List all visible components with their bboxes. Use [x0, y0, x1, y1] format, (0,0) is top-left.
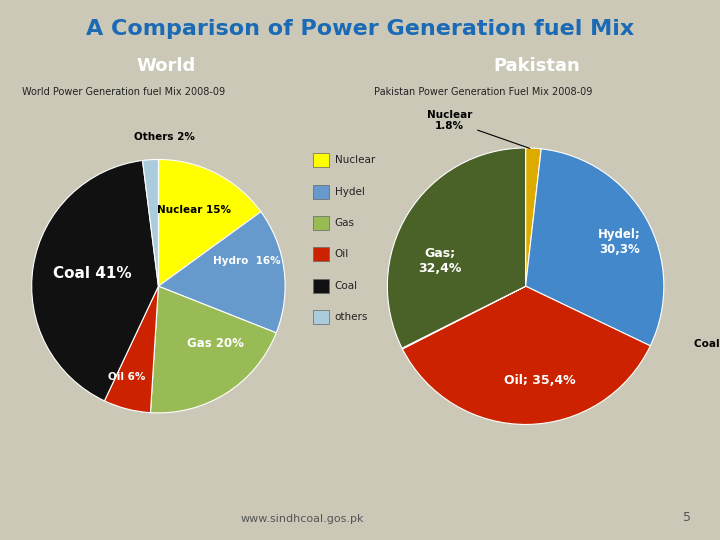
Wedge shape	[143, 159, 158, 286]
Text: www.sindhcoal.gos.pk: www.sindhcoal.gos.pk	[240, 514, 364, 524]
Text: Gas: Gas	[335, 218, 355, 228]
Text: Coal: Coal	[335, 281, 358, 291]
Text: Coal 41%: Coal 41%	[53, 266, 132, 281]
Text: Nuclear
1.8%: Nuclear 1.8%	[427, 110, 530, 148]
Text: Nuclear 15%: Nuclear 15%	[157, 205, 231, 215]
Text: Hydel: Hydel	[335, 187, 364, 197]
Wedge shape	[526, 149, 664, 346]
Text: Oil; 35,4%: Oil; 35,4%	[503, 374, 575, 387]
Text: Oil 6%: Oil 6%	[108, 373, 145, 382]
Wedge shape	[387, 148, 526, 348]
Wedge shape	[32, 160, 158, 401]
Text: Coal; 0,1%: Coal; 0,1%	[694, 339, 720, 349]
Text: World: World	[136, 57, 195, 75]
Text: Pakistan: Pakistan	[493, 57, 580, 75]
Text: Hydel;
30,3%: Hydel; 30,3%	[598, 228, 641, 256]
Text: Oil: Oil	[335, 249, 349, 259]
Text: Others 2%: Others 2%	[135, 132, 195, 141]
Wedge shape	[402, 286, 650, 424]
Text: 5: 5	[683, 511, 691, 524]
Wedge shape	[526, 148, 541, 286]
Wedge shape	[402, 286, 526, 349]
Text: Hydro  16%: Hydro 16%	[213, 256, 281, 266]
Wedge shape	[150, 286, 276, 413]
Wedge shape	[158, 212, 285, 333]
Text: others: others	[335, 312, 368, 322]
Text: A Comparison of Power Generation fuel Mix: A Comparison of Power Generation fuel Mi…	[86, 19, 634, 39]
Wedge shape	[104, 286, 158, 413]
Text: Nuclear: Nuclear	[335, 156, 375, 165]
Text: Pakistan Power Generation Fuel Mix 2008-09: Pakistan Power Generation Fuel Mix 2008-…	[374, 87, 593, 98]
Text: World Power Generation fuel Mix 2008-09: World Power Generation fuel Mix 2008-09	[22, 87, 225, 98]
Text: Gas;
32,4%: Gas; 32,4%	[418, 247, 462, 275]
Text: Gas 20%: Gas 20%	[187, 337, 244, 350]
Wedge shape	[158, 159, 261, 286]
